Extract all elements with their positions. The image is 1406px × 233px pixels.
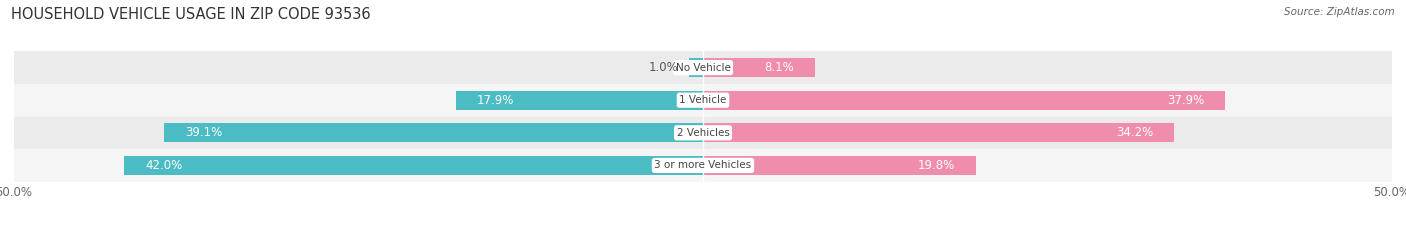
Bar <box>703 123 1174 142</box>
Text: 1.0%: 1.0% <box>648 61 678 74</box>
Text: 8.1%: 8.1% <box>765 61 794 74</box>
Text: 39.1%: 39.1% <box>186 126 222 139</box>
Text: 42.0%: 42.0% <box>145 159 183 172</box>
Bar <box>457 91 703 110</box>
Text: 17.9%: 17.9% <box>477 94 515 107</box>
Bar <box>703 58 814 77</box>
Bar <box>689 58 703 77</box>
Text: 3 or more Vehicles: 3 or more Vehicles <box>654 161 752 170</box>
Text: 1 Vehicle: 1 Vehicle <box>679 95 727 105</box>
Text: 37.9%: 37.9% <box>1167 94 1205 107</box>
Text: No Vehicle: No Vehicle <box>675 63 731 72</box>
Bar <box>165 123 703 142</box>
Text: Source: ZipAtlas.com: Source: ZipAtlas.com <box>1284 7 1395 17</box>
Bar <box>703 91 1225 110</box>
Bar <box>124 156 703 175</box>
Text: 2 Vehicles: 2 Vehicles <box>676 128 730 138</box>
Text: 19.8%: 19.8% <box>918 159 955 172</box>
Text: HOUSEHOLD VEHICLE USAGE IN ZIP CODE 93536: HOUSEHOLD VEHICLE USAGE IN ZIP CODE 9353… <box>11 7 371 22</box>
Bar <box>14 149 1392 182</box>
Bar <box>703 156 976 175</box>
Bar <box>14 116 1392 149</box>
Bar <box>14 84 1392 116</box>
Bar <box>14 51 1392 84</box>
Text: 34.2%: 34.2% <box>1116 126 1153 139</box>
